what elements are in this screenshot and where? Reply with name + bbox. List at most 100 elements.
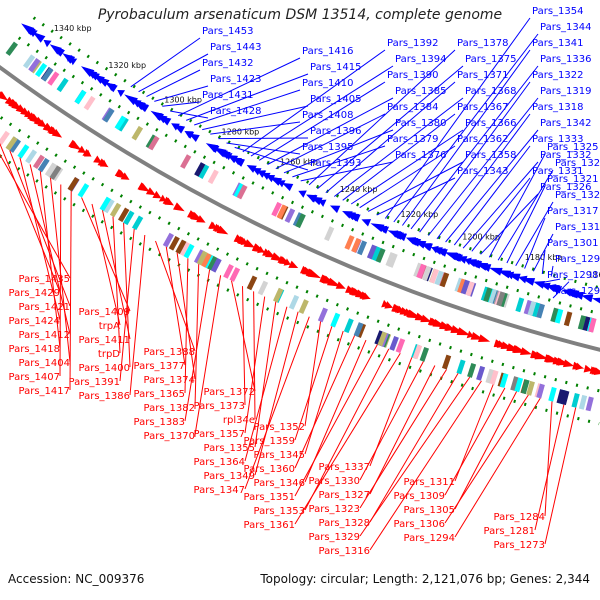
forward-cds-mark: [389, 231, 403, 240]
reverse-annotation-block: [476, 365, 486, 381]
forward-gene-label: Pars_1324: [555, 158, 600, 169]
forward-gene-label: Pars_1408: [302, 110, 353, 121]
forward-leader-line: [342, 113, 456, 201]
forward-gene-label: Pars_1331: [532, 166, 583, 177]
forward-leader-line: [436, 113, 531, 240]
forward-leader-line: [300, 161, 394, 182]
reverse-leader-line: [454, 397, 541, 538]
forward-cds-mark: [435, 248, 448, 257]
reverse-gene-label: Pars_1421: [19, 302, 70, 313]
scale-tick-label: 1240 kbp: [340, 185, 378, 194]
reverse-gene-label: Pars_1353: [254, 506, 305, 517]
reverse-leader-line: [119, 228, 135, 382]
reverse-cds-mark: [494, 339, 502, 348]
forward-cds-mark: [548, 285, 561, 294]
forward-gene-label: Pars_1301: [547, 238, 598, 249]
reverse-leader-line: [59, 184, 62, 377]
forward-leader-line: [202, 105, 309, 131]
reverse-gene-label: Pars_1329: [309, 532, 360, 543]
reverse-cds-mark: [583, 364, 593, 373]
forward-annotation-block: [523, 299, 533, 315]
reverse-leader-line: [369, 365, 436, 495]
forward-cds-mark: [93, 74, 105, 84]
forward-cds-mark: [207, 144, 218, 153]
reverse-leader-line: [359, 369, 447, 509]
forward-cds-mark: [56, 48, 66, 57]
reverse-leader-line: [304, 330, 344, 455]
reverse-cds-mark: [99, 159, 108, 167]
forward-cds-mark: [329, 205, 341, 214]
reverse-leader-line: [69, 191, 72, 391]
forward-leader-line: [267, 97, 394, 165]
forward-leader-line: [488, 153, 546, 258]
reverse-leader-line: [184, 269, 211, 422]
reverse-annotation-block: [0, 130, 10, 146]
forward-annotation-block: [434, 270, 444, 286]
reverse-gene-label: Pars_1323: [309, 504, 360, 515]
reverse-cds-mark: [381, 299, 389, 308]
forward-cds-mark: [518, 275, 528, 284]
reverse-gene-label: Pars_1284: [494, 512, 545, 523]
forward-gene-label: Pars_1385: [395, 86, 446, 97]
forward-gene-label: Pars_1410: [302, 78, 353, 89]
reverse-cds-mark: [37, 119, 47, 128]
reverse-annotation-block: [520, 379, 530, 395]
forward-cds-mark: [117, 90, 126, 97]
reverse-cds-mark: [137, 182, 150, 192]
forward-annotation-block: [83, 95, 96, 111]
forward-annotation-block: [56, 77, 69, 93]
reverse-annotation-block: [37, 157, 50, 173]
forward-cds-mark: [298, 190, 307, 198]
reverse-annotation-block: [196, 250, 208, 266]
reverse-annotation-block: [514, 377, 524, 393]
reverse-cds-mark: [546, 354, 561, 363]
forward-cds-mark: [246, 165, 257, 173]
reverse-gene-label: Pars_1309: [394, 491, 445, 502]
reverse-cds-mark: [444, 323, 456, 331]
reverse-cds-mark: [456, 327, 471, 336]
forward-annotation-block: [582, 316, 591, 332]
reverse-gene-label: Pars_1360: [244, 464, 295, 475]
reverse-cds-mark: [512, 344, 524, 353]
forward-leader-line: [333, 97, 464, 197]
reverse-leader-line: [534, 404, 565, 531]
forward-gene-label: Pars_1390: [387, 70, 438, 81]
reverse-annotation-block: [389, 335, 399, 351]
forward-leader-line: [532, 233, 554, 272]
forward-leader-line: [480, 193, 539, 255]
forward-annotation-block: [47, 71, 60, 86]
reverse-gene-label: Pars_1361: [244, 520, 295, 531]
reverse-annotation-block: [17, 144, 30, 159]
forward-leader-line: [541, 249, 546, 275]
reverse-leader-line: [81, 197, 131, 312]
reverse-cds-mark: [152, 190, 162, 199]
forward-gene-label: Pars_1375: [465, 54, 516, 65]
forward-annotation-block: [554, 308, 564, 324]
forward-leader-line: [194, 89, 301, 126]
reverse-leader-line: [112, 216, 121, 354]
reverse-cds-mark: [506, 343, 517, 351]
reverse-gene-label: Pars_1383: [134, 417, 185, 428]
reverse-annotation-block: [99, 196, 112, 212]
forward-leader-line: [552, 281, 570, 299]
reverse-gene-label: Pars_1364: [194, 457, 245, 468]
forward-leader-line: [393, 33, 539, 223]
forward-leader-line: [308, 49, 456, 186]
forward-annotation-block: [324, 226, 335, 242]
forward-gene-label: Pars_1443: [210, 42, 261, 53]
reverse-annotation-block: [510, 376, 519, 392]
reverse-gene-label: Pars_1429: [9, 288, 60, 299]
reverse-annotation-block: [273, 287, 284, 303]
reverse-cds-mark: [51, 128, 63, 138]
forward-leader-line: [242, 49, 386, 153]
reverse-gene-label: Pars_1345: [254, 450, 305, 461]
reverse-gene-label: Pars_1388: [144, 347, 195, 358]
forward-leader-line: [218, 137, 309, 140]
forward-annotation-block: [5, 41, 18, 56]
forward-annotation-block: [117, 117, 129, 132]
forward-leader-line: [506, 185, 546, 264]
scale-tick-label: 1320 kbp: [108, 61, 146, 70]
forward-annotation-block: [284, 208, 296, 223]
forward-gene-label: Pars_1319: [540, 86, 591, 97]
